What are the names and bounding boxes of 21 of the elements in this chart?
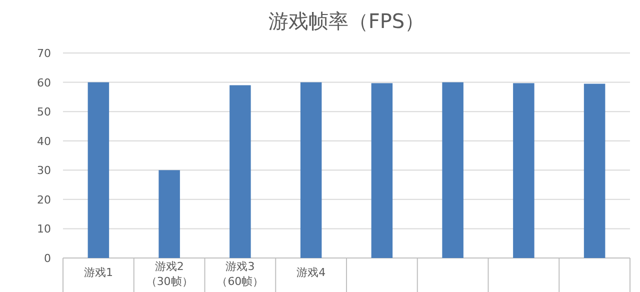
x-tick-label: 游戏1 bbox=[84, 266, 113, 279]
x-tick-label: 游戏3 （60帧） bbox=[216, 260, 264, 288]
y-tick-label: 40 bbox=[37, 134, 51, 148]
bar bbox=[371, 83, 393, 258]
x-tick-label: 游戏4 bbox=[296, 266, 326, 279]
y-tick-label: 70 bbox=[37, 47, 51, 60]
y-tick-label: 30 bbox=[37, 164, 51, 178]
bar bbox=[230, 85, 251, 258]
y-tick-label: 20 bbox=[37, 193, 51, 206]
y-tick-label: 50 bbox=[37, 106, 51, 119]
bar bbox=[300, 82, 322, 258]
chart-title: 游戏帧率（FPS） bbox=[268, 9, 425, 33]
bar bbox=[158, 170, 180, 258]
y-tick-label: 0 bbox=[44, 252, 51, 265]
bar bbox=[442, 82, 464, 258]
bar bbox=[513, 83, 534, 258]
x-tick-label: 游戏2 （30帧） bbox=[146, 260, 193, 288]
y-tick-label: 10 bbox=[37, 222, 51, 236]
y-tick-label: 60 bbox=[37, 76, 51, 90]
bar bbox=[88, 82, 110, 258]
bar bbox=[584, 84, 606, 258]
